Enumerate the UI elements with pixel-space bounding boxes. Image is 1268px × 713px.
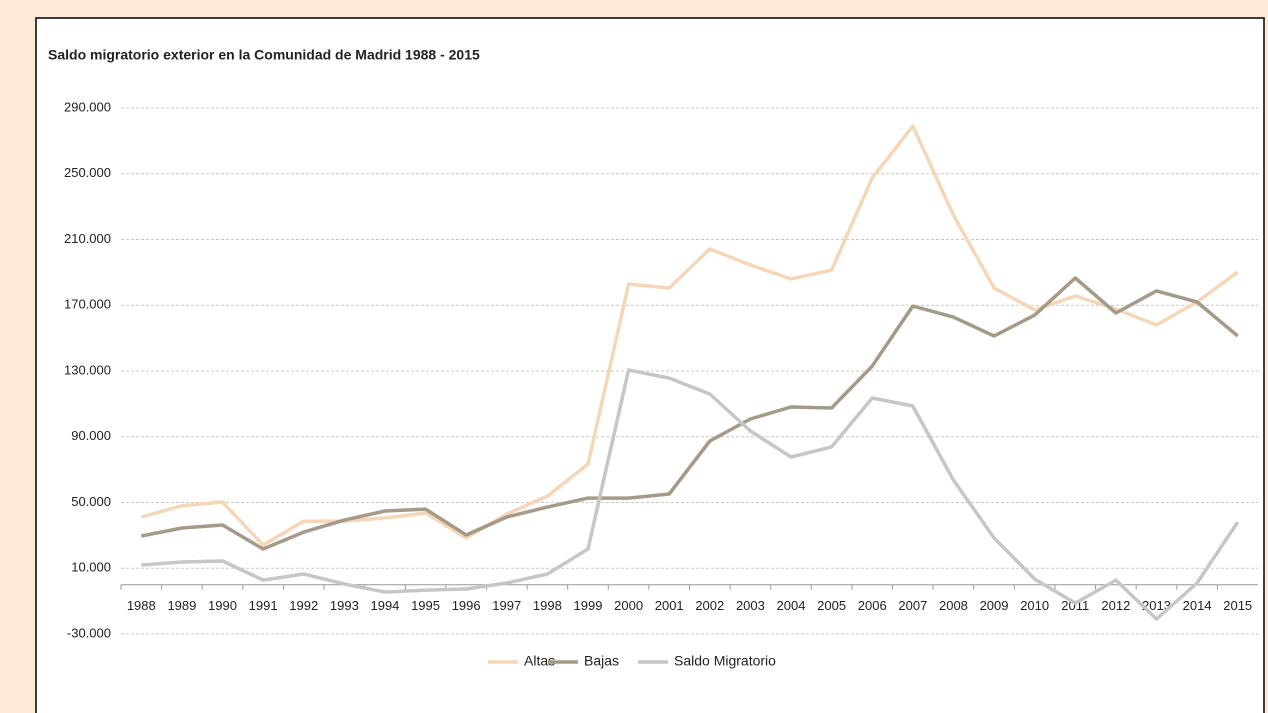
x-tick-label: 2010 xyxy=(1020,598,1049,613)
y-tick-label: 130.000 xyxy=(64,362,111,377)
x-tick-label: 2005 xyxy=(817,598,846,613)
y-tick-label: 170.000 xyxy=(64,297,111,312)
series-line xyxy=(141,368,1240,621)
x-tick-label: 1990 xyxy=(208,598,237,613)
y-tick-label: 90.000 xyxy=(71,428,111,443)
chart-title: Saldo migratorio exterior en la Comunida… xyxy=(48,47,480,63)
legend-label: Saldo Migratorio xyxy=(674,653,776,669)
x-tick-label: 2011 xyxy=(1061,598,1089,613)
legend-label: Altas xyxy=(524,653,555,669)
x-tick-label: 1998 xyxy=(533,598,562,613)
x-tick-label: 1992 xyxy=(289,598,318,613)
x-tick-label: 1989 xyxy=(167,598,196,613)
x-tick-label: 2015 xyxy=(1223,598,1252,613)
x-tick-label: 1995 xyxy=(411,598,440,613)
x-tick-label: 1988 xyxy=(127,598,156,613)
y-tick-label: 290.000 xyxy=(64,99,111,114)
series-line xyxy=(140,276,1239,551)
x-tick-label: 2004 xyxy=(777,598,806,613)
x-tick-label: 2009 xyxy=(980,598,1009,613)
x-tick-label: 2000 xyxy=(614,598,643,613)
x-tick-label: 1996 xyxy=(452,598,481,613)
x-tick-label: 2012 xyxy=(1101,598,1130,613)
x-tick-label: 2006 xyxy=(858,598,887,613)
x-tick-label: 2001 xyxy=(655,598,684,613)
y-tick-label: 210.000 xyxy=(64,231,111,246)
y-tick-label: 10.000 xyxy=(71,560,111,575)
x-tick-label: 2013 xyxy=(1142,598,1171,613)
x-tick-label: 1994 xyxy=(370,598,399,613)
x-tick-label: 1993 xyxy=(330,598,359,613)
legend-label: Bajas xyxy=(584,653,619,669)
x-tick-label: 2007 xyxy=(898,598,927,613)
x-tick-label: 2002 xyxy=(695,598,724,613)
x-tick-label: 2003 xyxy=(736,598,765,613)
y-tick-label: 50.000 xyxy=(71,494,111,509)
y-tick-label: -30.000 xyxy=(67,625,111,640)
x-tick-label: 1999 xyxy=(574,598,603,613)
y-tick-label: 250.000 xyxy=(64,165,111,180)
x-tick-label: 1997 xyxy=(492,598,521,613)
x-tick-label: 1991 xyxy=(249,598,278,613)
x-tick-label: 2014 xyxy=(1183,598,1212,613)
chart-panel xyxy=(35,17,1265,713)
series-line xyxy=(140,124,1239,547)
x-tick-label: 2008 xyxy=(939,598,968,613)
